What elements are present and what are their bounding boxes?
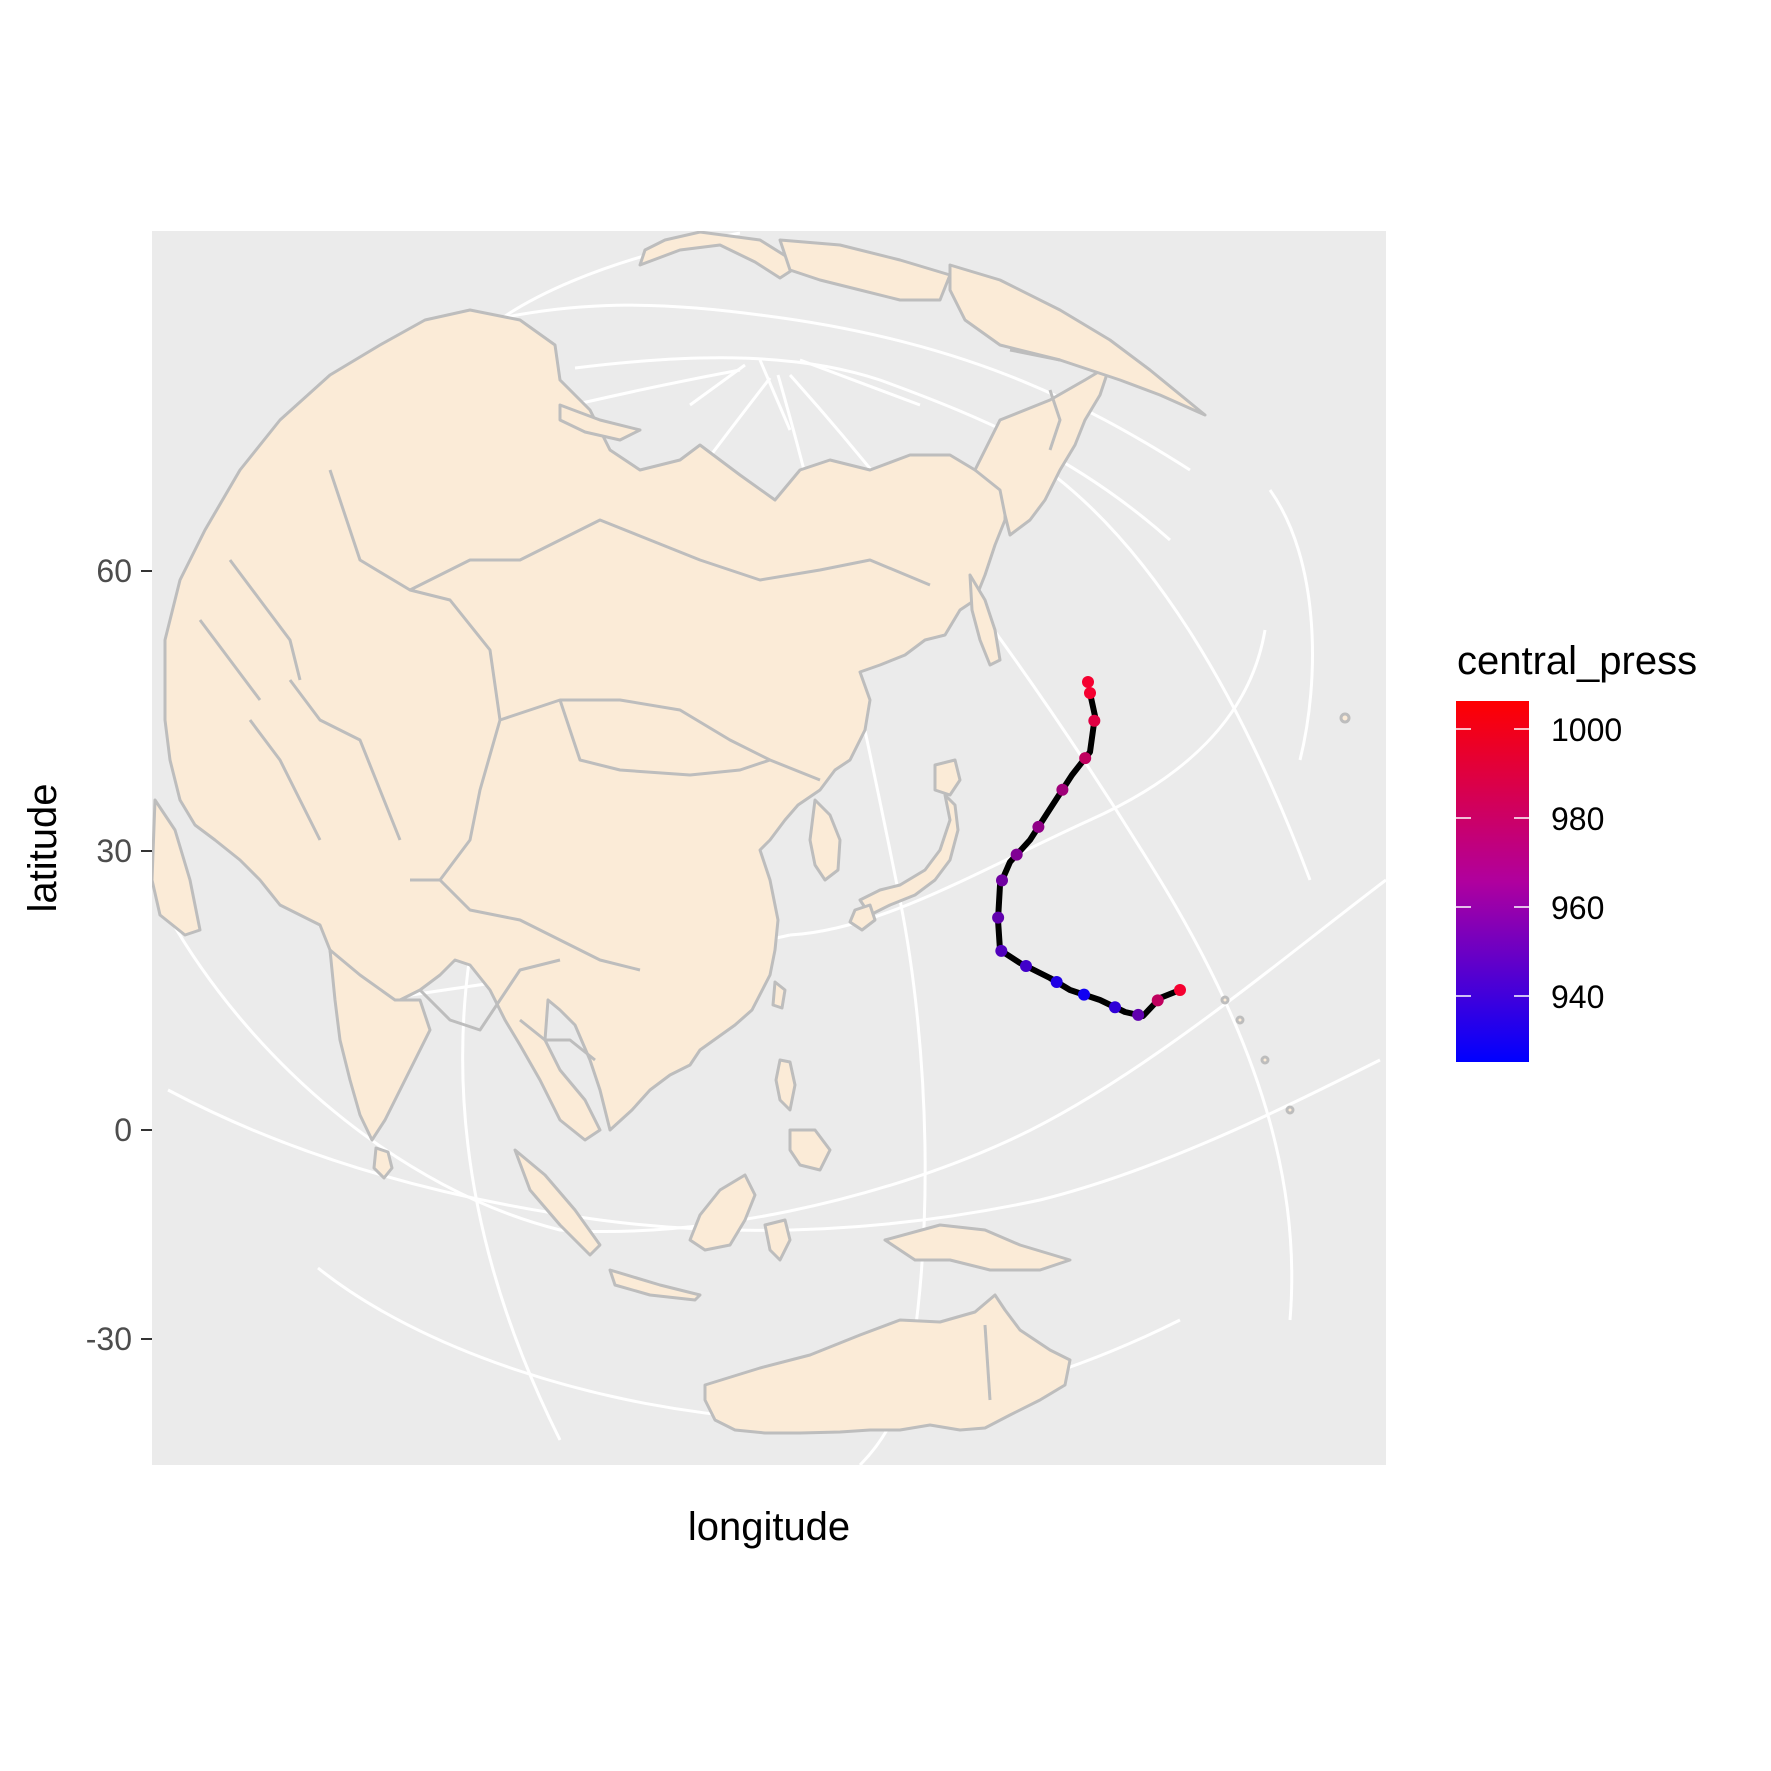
landmass-sulawesi — [763, 1218, 792, 1262]
track-point — [1010, 848, 1023, 861]
landmasses — [152, 231, 1351, 1435]
landmass-alaska — [948, 263, 1207, 417]
legend: central_press 1000 980 960 940 — [1456, 639, 1697, 1062]
track-line — [995, 690, 1183, 1019]
landmass-korea — [808, 798, 842, 882]
landmass-australia — [703, 1293, 1072, 1435]
y-axis-title: latitude — [21, 784, 65, 913]
track-point — [1084, 687, 1096, 699]
island-1 — [1220, 995, 1230, 1005]
landmass-novaya-zemlya — [558, 403, 642, 442]
landmass-philippines-luzon — [774, 1058, 797, 1112]
y-axis: 60 30 0 -30 — [86, 553, 152, 1357]
landmass-sri-lanka — [372, 1146, 394, 1180]
legend-label-1000: 1000 — [1551, 712, 1622, 748]
country-borders — [198, 348, 1062, 1401]
legend-label-940: 940 — [1551, 979, 1604, 1015]
y-tick-label-0: 0 — [114, 1112, 132, 1148]
landmass-java — [608, 1268, 702, 1302]
landmass-japan-kyushu — [848, 903, 877, 932]
landmass-taiwan — [771, 980, 787, 1010]
track-point — [1151, 994, 1164, 1007]
island-2 — [1235, 1015, 1245, 1025]
track-point — [996, 874, 1008, 887]
landmass-japan-hokkaido — [933, 758, 962, 797]
track-point — [1050, 976, 1063, 988]
track-point — [1079, 752, 1092, 765]
track-point — [1020, 960, 1032, 972]
landmass-arabia — [152, 798, 202, 937]
landmass-canadian-arctic — [778, 238, 952, 302]
island-4 — [1285, 1105, 1295, 1115]
track-point — [992, 911, 1005, 924]
track-point — [1132, 1008, 1145, 1021]
landmass-india — [328, 948, 432, 1142]
storm-track — [992, 676, 1186, 1021]
y-tick-label-60: 60 — [96, 553, 132, 589]
track-point — [1056, 783, 1069, 796]
track-point — [1082, 676, 1094, 688]
track-point — [1088, 714, 1101, 727]
y-tick-label-minus30: -30 — [86, 1321, 132, 1357]
legend-ticks — [1456, 728, 1529, 997]
track-point — [1109, 1001, 1121, 1014]
landmass-new-guinea — [883, 1223, 1072, 1272]
landmass-sumatra — [513, 1148, 602, 1257]
legend-label-960: 960 — [1551, 890, 1604, 926]
landmass-sakhalin — [968, 573, 1002, 667]
legend-colorbar — [1456, 701, 1529, 1062]
track-point — [1078, 988, 1090, 1001]
landmass-philippines-mindanao — [788, 1128, 832, 1172]
track-point — [1174, 984, 1186, 996]
landmass-greenland — [638, 231, 802, 280]
legend-label-980: 980 — [1551, 801, 1604, 837]
y-tick-label-30: 30 — [96, 833, 132, 869]
legend-title: central_press — [1457, 639, 1697, 683]
landmass-borneo — [688, 1173, 757, 1252]
island-3 — [1260, 1055, 1270, 1065]
track-points — [992, 676, 1186, 1021]
island-5 — [1339, 712, 1351, 724]
track-point — [995, 944, 1008, 957]
track-point — [1032, 820, 1045, 833]
x-axis-title: longitude — [688, 1505, 850, 1549]
landmass-kamchatka — [973, 363, 1112, 537]
